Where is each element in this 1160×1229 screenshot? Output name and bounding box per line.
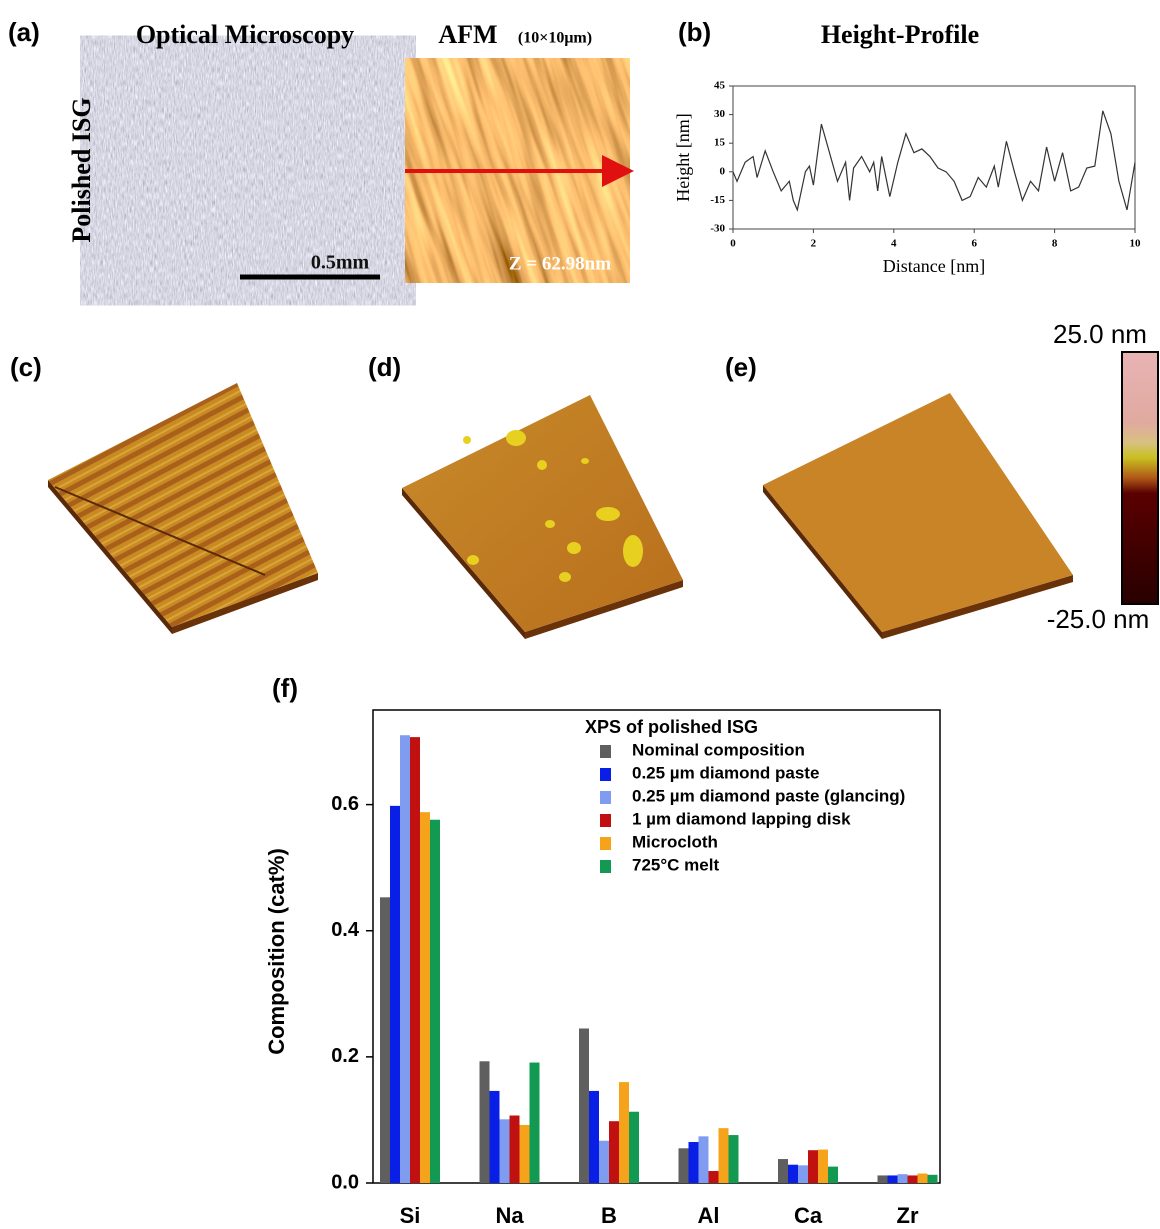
legend-swatch	[600, 791, 611, 804]
bar	[877, 1175, 888, 1183]
y-tick-label: 0.4	[331, 919, 360, 941]
bar	[728, 1135, 739, 1183]
legend-swatch	[600, 860, 611, 873]
x-tick-label: Al	[698, 1203, 720, 1228]
panel-subtitle: (10×10μm)	[518, 30, 592, 47]
x-tick-label: Zr	[897, 1203, 919, 1228]
color-bar	[1121, 351, 1159, 605]
y-tick-label: 30	[714, 108, 726, 120]
bar	[400, 735, 410, 1183]
colorbar-label: 25.0 nm	[1053, 319, 1147, 349]
bar	[788, 1164, 798, 1183]
y-tick-label: 0.0	[331, 1171, 359, 1193]
bar	[589, 1090, 599, 1183]
legend-label: Nominal composition	[632, 740, 805, 759]
x-tick-label: B	[601, 1203, 617, 1228]
afm-3d-c	[48, 383, 318, 634]
afm-3d-e	[763, 393, 1073, 639]
bar	[529, 1062, 540, 1183]
panel-label: (c)	[10, 352, 42, 382]
x-axis-label: Distance [nm]	[883, 256, 985, 276]
bar	[479, 1061, 490, 1183]
bar	[599, 1140, 609, 1183]
legend-title: XPS of polished ISG	[585, 717, 758, 737]
bar	[499, 1119, 510, 1183]
y-tick-label: 0	[720, 165, 726, 177]
bar	[430, 819, 440, 1183]
legend-label: 0.25 µm diamond paste	[632, 763, 819, 782]
x-tick-label: Si	[400, 1203, 421, 1228]
y-tick-label: 15	[714, 137, 726, 149]
bar	[579, 1028, 589, 1183]
x-tick-label: Ca	[794, 1203, 823, 1228]
x-tick-label: Na	[495, 1203, 524, 1228]
panel-label: (a)	[8, 17, 40, 47]
bar	[818, 1149, 828, 1183]
legend-label: 725°C melt	[632, 855, 719, 874]
bar	[917, 1173, 928, 1183]
x-tick-label: 4	[891, 238, 897, 250]
bar	[380, 897, 390, 1183]
x-tick-label: 0	[730, 238, 736, 250]
bar	[509, 1115, 520, 1183]
bar	[390, 805, 400, 1183]
y-axis-label: Height [nm]	[673, 113, 693, 201]
bar	[778, 1159, 788, 1183]
bar	[927, 1174, 938, 1183]
row-label: Polished ISG	[67, 97, 96, 242]
plot-frame	[732, 85, 1136, 230]
bar	[678, 1148, 689, 1183]
chart-title: Height-Profile	[821, 20, 979, 49]
bar	[688, 1142, 699, 1183]
legend-swatch	[600, 837, 611, 850]
legend-swatch	[600, 745, 611, 758]
profile-line	[732, 110, 1136, 212]
bar	[410, 737, 420, 1183]
y-tick-label: 0.6	[331, 793, 359, 815]
panel-title: Optical Microscopy	[136, 20, 354, 49]
bar	[828, 1166, 838, 1183]
x-tick-label: 2	[811, 238, 817, 250]
bar	[897, 1174, 908, 1183]
bar	[907, 1175, 918, 1183]
legend-label: 0.25 µm diamond paste (glancing)	[632, 786, 905, 805]
legend-swatch	[600, 768, 611, 781]
y-axis-label: Composition (cat%)	[264, 848, 289, 1055]
panel-label: (f)	[272, 673, 298, 703]
afm-3d-d	[402, 395, 683, 639]
y-tick-label: 0.2	[331, 1045, 359, 1067]
y-tick-label: -30	[710, 223, 725, 235]
bar	[708, 1171, 719, 1183]
panel-label: (e)	[725, 352, 757, 382]
bar	[887, 1175, 898, 1183]
y-tick-label: 45	[714, 80, 726, 92]
x-tick-label: 8	[1052, 238, 1058, 250]
bar	[808, 1150, 818, 1183]
bar	[609, 1121, 619, 1183]
bar	[718, 1128, 729, 1183]
y-tick-label: -15	[710, 194, 725, 206]
bar	[519, 1124, 530, 1183]
panel-label: (d)	[368, 352, 401, 382]
scale-label: 0.5mm	[311, 252, 370, 274]
z-range: Z = 62.98nm	[509, 253, 611, 274]
bar	[798, 1165, 808, 1183]
legend-swatch	[600, 814, 611, 827]
colorbar-label: -25.0 nm	[1047, 604, 1150, 634]
bar	[629, 1111, 639, 1183]
bar	[420, 812, 430, 1183]
bar	[698, 1136, 709, 1183]
panel-label: (b)	[678, 17, 711, 47]
optical-image	[108, 58, 388, 283]
bar	[489, 1090, 500, 1183]
panel-title: AFM	[438, 20, 497, 49]
plot-frame	[372, 709, 941, 1184]
x-tick-label: 10	[1130, 238, 1142, 250]
bar	[619, 1082, 629, 1183]
legend-label: Microcloth	[632, 832, 718, 851]
legend-label: 1 µm diamond lapping disk	[632, 809, 851, 828]
x-tick-label: 6	[971, 238, 977, 250]
